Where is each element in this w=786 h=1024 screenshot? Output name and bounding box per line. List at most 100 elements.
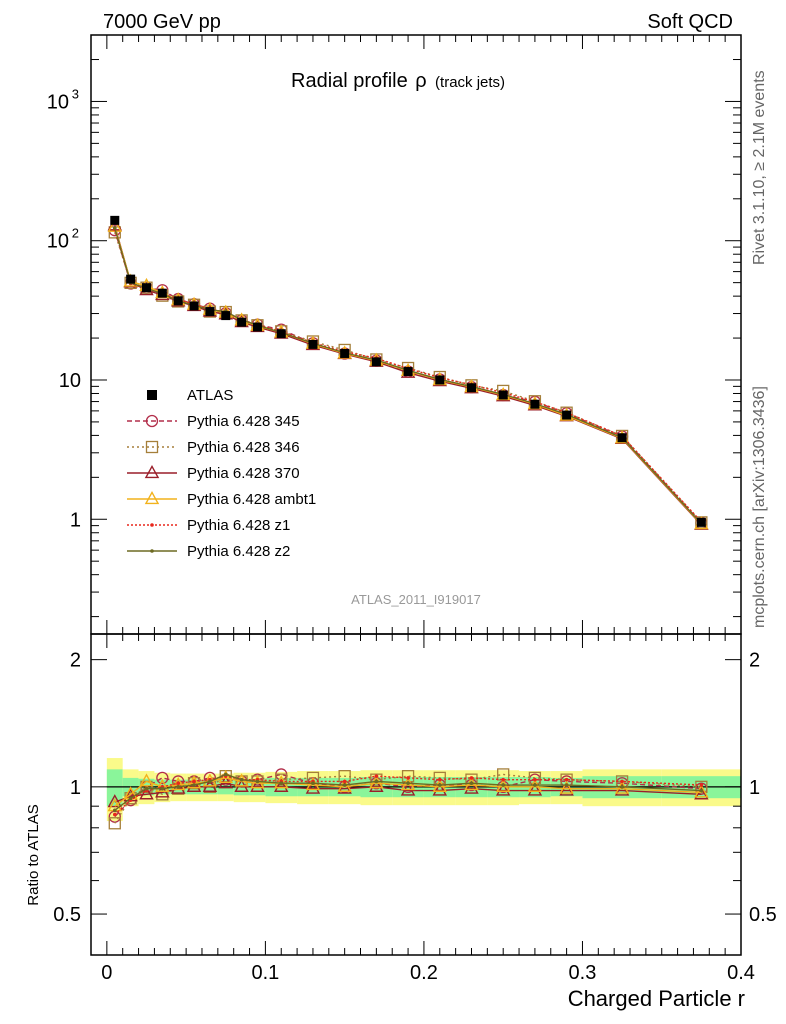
ratio-series-point — [469, 781, 474, 786]
data-point — [252, 322, 262, 332]
y-tick-label-exponent: 2 — [72, 226, 79, 241]
ratio-series-point — [275, 773, 288, 786]
ratio-series-point — [311, 781, 315, 786]
data-point — [141, 283, 151, 293]
ratio-series-point — [533, 777, 537, 782]
data-point — [617, 433, 627, 443]
data-point — [340, 348, 350, 358]
ratio-y-tick-label: 2 — [70, 650, 81, 672]
data-point — [498, 390, 508, 400]
plot-title-symbol: ρ — [415, 70, 426, 92]
ratio-series-point — [527, 778, 543, 792]
ratio-series-point — [337, 780, 352, 794]
legend-label-atlas: ATLAS — [187, 387, 233, 404]
uncertainty-band-green — [106, 769, 123, 807]
ratio-series-line — [114, 782, 702, 803]
ratio-series-line — [114, 777, 702, 807]
ratio-series-point — [374, 779, 379, 784]
data-point — [276, 329, 286, 339]
ratio-panel: 0 0.1 0.2 0.3 0.4 0.5 0.5 1 1 2 2 — [53, 633, 777, 984]
data-point — [237, 317, 247, 327]
analysis-id: ATLAS_2011_I919017 — [351, 592, 481, 607]
legend-marker-atlas — [147, 390, 157, 400]
plot-title-main: Radial profile — [291, 70, 408, 92]
x-axis-label: Charged Particle r — [568, 986, 745, 1011]
ratio-series-point — [144, 786, 149, 791]
ratio-y-tick-label-right: 2 — [749, 650, 760, 672]
ratio-series-point — [192, 779, 196, 784]
series-point — [112, 226, 117, 230]
ratio-series-point — [250, 778, 265, 792]
x-tick-label: 0 — [101, 962, 112, 984]
data-point — [530, 399, 540, 409]
y-tick-label: 10 — [59, 370, 81, 392]
ratio-series-point — [108, 817, 121, 830]
ratio-series-point — [192, 783, 196, 787]
ratio-series-point — [694, 786, 709, 800]
x-tick-label: 0.1 — [251, 962, 279, 984]
ratio-series-point — [501, 777, 505, 782]
data-point — [308, 339, 318, 349]
ratio-series-point — [305, 780, 321, 794]
legend-label: Pythia 6.428 370 — [187, 465, 300, 482]
ratio-y-tick-label-right: 0.5 — [749, 904, 777, 926]
ratio-frame — [90, 633, 742, 956]
ratio-series-point — [160, 786, 165, 791]
data-point — [157, 288, 167, 298]
ratio-series-point — [495, 778, 511, 792]
data-point — [696, 517, 706, 527]
ratio-series-point — [694, 784, 709, 798]
ratio-y-tick-label: 0.5 — [53, 904, 81, 926]
data-point — [371, 357, 381, 367]
data-point — [189, 301, 199, 311]
ratio-series-point — [437, 783, 442, 787]
legend-marker — [144, 464, 160, 479]
series-line — [114, 229, 702, 523]
ratio-series-point — [337, 778, 352, 792]
ratio-series-point — [156, 771, 169, 785]
ratio-series-point — [239, 777, 244, 782]
ratio-series-point — [274, 775, 289, 789]
ratio-series-point — [112, 812, 117, 817]
ratio-series-point — [107, 794, 123, 808]
plot-title: Radial profile ρ (track jets) — [291, 70, 505, 92]
ratio-series-point — [699, 788, 704, 793]
ratio-series-point — [464, 780, 479, 794]
data-point — [562, 410, 572, 420]
ratio-series-point — [699, 783, 704, 787]
mcplots-url: mcplots.cern.ch [arXiv:1306.3436] — [751, 386, 768, 628]
ratio-series-point — [369, 778, 384, 792]
ratio-series-point — [564, 777, 569, 782]
data-point — [221, 311, 231, 321]
ratio-series-point — [112, 808, 117, 813]
data-point — [205, 307, 215, 317]
series-line — [114, 225, 702, 526]
series-line — [114, 227, 702, 525]
ratio-series-point — [139, 786, 154, 800]
legend-label: Pythia 6.428 345 — [187, 413, 300, 430]
legend-marker — [145, 440, 159, 454]
series-line — [114, 229, 702, 524]
y-tick-label: 10 — [47, 91, 69, 113]
ratio-series-line — [114, 773, 702, 824]
ratio-y-tick-label: 1 — [70, 777, 81, 799]
ratio-series-point — [203, 771, 217, 785]
ratio-series-point — [559, 782, 574, 796]
rivet-label: Rivet 3.1.10, ≥ 2.1M events — [751, 70, 768, 265]
ratio-series-point — [274, 778, 289, 792]
legend-label: Pythia 6.428 z2 — [187, 543, 290, 560]
ratio-series-point — [176, 785, 180, 789]
ratio-series-point — [342, 779, 347, 784]
data-point — [435, 375, 445, 385]
ratio-series-point — [176, 781, 180, 786]
ratio-series-line — [114, 773, 702, 811]
ratio-ylabel: Ratio to ATLAS — [25, 804, 42, 905]
ratio-series-point — [279, 781, 284, 786]
ratio-series-point — [406, 776, 410, 780]
legend: ATLAS Pythia 6.428 345 Pythia 6.428 346 Pyt… — [127, 387, 316, 560]
ratio-series-point — [139, 773, 154, 787]
data-point — [110, 215, 120, 225]
ratio-series-point — [374, 774, 379, 778]
